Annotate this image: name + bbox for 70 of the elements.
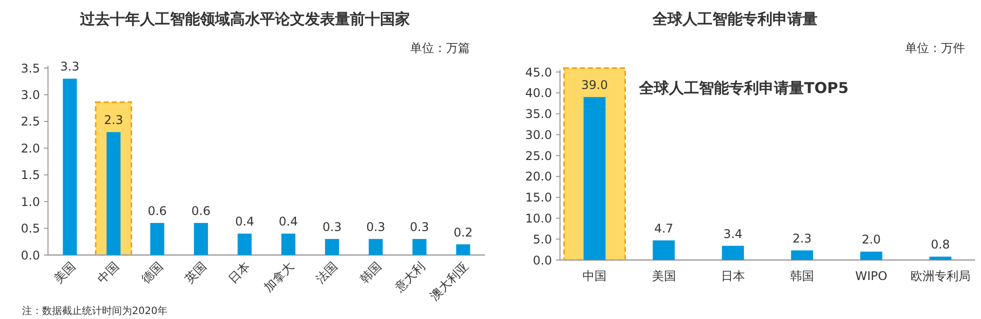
x-tick-label: 英国 [182, 259, 210, 286]
y-tick-label: 1.5 [20, 168, 40, 182]
x-tick-label: 美国 [652, 269, 676, 283]
data-label: 2.3 [104, 113, 124, 128]
data-label: 0.3 [410, 220, 429, 234]
data-label: 4.7 [654, 221, 674, 236]
x-tick-label: 美国 [51, 259, 78, 286]
y-tick-label: 15.0 [525, 190, 552, 205]
bar [412, 238, 426, 255]
y-tick-label: 30.0 [525, 128, 552, 142]
x-tick-label: 法国 [313, 259, 340, 286]
bar [456, 244, 470, 255]
bar [325, 238, 340, 255]
y-tick-label: 2.5 [20, 114, 40, 129]
data-label: 0.3 [322, 220, 342, 234]
data-label: 0.8 [930, 238, 950, 252]
bar [791, 250, 814, 260]
chart-title: 过去十年人工智能领域高水平论文发表量前十国家 [79, 10, 410, 28]
y-tick-label: 40.0 [525, 86, 552, 100]
bar [929, 256, 952, 260]
chart-subtitle: 单位：万篇 [410, 41, 470, 55]
bar [860, 252, 882, 260]
x-tick-label: 韩国 [357, 259, 384, 286]
bar [62, 78, 77, 255]
y-tick-label: 0.5 [20, 222, 40, 236]
y-tick-label: 5.0 [532, 232, 552, 246]
x-tick-label: 加拿大 [261, 259, 296, 295]
x-tick-label: 中国 [582, 269, 607, 283]
data-label: 0.4 [278, 214, 298, 229]
y-tick-label: 3.0 [20, 88, 40, 102]
y-tick-label: 1.0 [20, 194, 40, 209]
data-label: 0.2 [454, 225, 473, 240]
x-tick-label: 日本 [226, 259, 253, 286]
data-label: 2.0 [862, 232, 881, 247]
x-tick-label: 澳大利亚 [427, 259, 472, 304]
bar [150, 222, 164, 255]
y-tick-label: 2.0 [20, 141, 40, 156]
data-label: 0.4 [235, 214, 254, 229]
x-tick-label: WIPO [855, 269, 888, 283]
y-tick-label: 10.0 [525, 212, 552, 226]
bar [652, 240, 675, 260]
data-label: 2.3 [792, 231, 812, 246]
y-tick-label: 45.0 [525, 65, 552, 80]
bar [194, 222, 208, 255]
y-tick-label: 25.0 [525, 148, 552, 163]
y-tick-label: 3.5 [20, 61, 40, 76]
data-label: 3.4 [723, 226, 742, 241]
x-tick-label: 德国 [138, 259, 166, 286]
bar [281, 234, 296, 255]
y-tick-label: 0.0 [20, 248, 40, 262]
x-tick-label: 意大利 [392, 259, 428, 296]
y-tick-label: 35.0 [525, 107, 552, 122]
text: 注：数据截止统计时间为2020年 [22, 305, 168, 317]
data-label: 0.3 [366, 220, 386, 234]
data-label: 0.6 [148, 204, 167, 218]
x-tick-label: 日本 [720, 269, 745, 283]
x-tick-label: 中国 [94, 259, 122, 286]
bar [238, 234, 252, 255]
x-tick-label: 欧洲专利局 [910, 269, 970, 283]
chart-title: 全球人工智能专利申请量 [652, 10, 818, 28]
chart-subtitle: 单位：万件 [905, 41, 965, 55]
y-tick-label: 20.0 [525, 170, 552, 184]
bar [368, 238, 383, 255]
x-tick-label: 韩国 [790, 269, 814, 283]
annotation: 全球人工智能专利申请量TOP5 [638, 79, 849, 97]
y-tick-label: 0.0 [532, 253, 552, 268]
data-label: 39.0 [581, 78, 608, 92]
data-label: 3.3 [60, 60, 80, 74]
data-label: 0.6 [191, 204, 210, 218]
bar [722, 246, 744, 260]
